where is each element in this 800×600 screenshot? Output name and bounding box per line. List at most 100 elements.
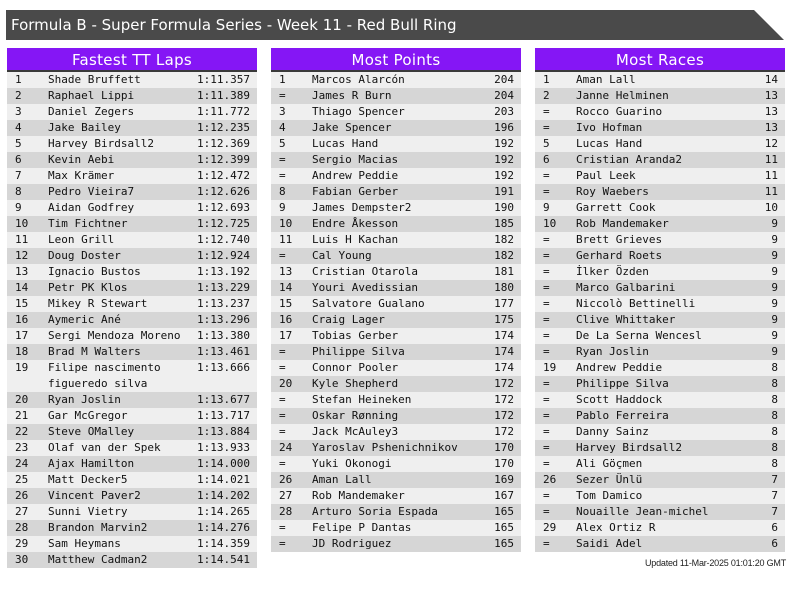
- table-row: = Brett Grieves 9: [535, 232, 785, 248]
- table-row: 1 Marcos Alarcón 204: [271, 72, 521, 88]
- table-row: = Marco Galbarini 9: [535, 280, 785, 296]
- value: 13: [764, 89, 778, 102]
- table-row: 24 Yaroslav Pshenichnikov 170: [271, 440, 521, 456]
- driver-name: Lucas Hand: [576, 137, 643, 150]
- driver-name: Niccolò Bettinelli: [576, 297, 696, 310]
- rank: =: [543, 441, 550, 454]
- rank: =: [543, 489, 550, 502]
- table-row: = Clive Whittaker 9: [535, 312, 785, 328]
- driver-name: James Dempster2: [312, 201, 412, 214]
- rank: 5: [543, 137, 550, 150]
- rank: 8: [279, 185, 286, 198]
- value: 1:12.725: [197, 217, 250, 230]
- value: 1:12.924: [197, 249, 250, 262]
- table-row: = Ali Göçmen 8: [535, 456, 785, 472]
- rank: =: [279, 89, 286, 102]
- driver-name: Lucas Hand: [312, 137, 379, 150]
- value: 165: [494, 521, 514, 534]
- table-row: 5 Lucas Hand 192: [271, 136, 521, 152]
- table-row: 24 Ajax Hamilton 1:14.000: [7, 456, 257, 472]
- driver-name: Tim Fichtner: [48, 217, 128, 230]
- driver-name: Scott Haddock: [576, 393, 663, 406]
- rank: 21: [15, 409, 29, 422]
- rank: 17: [15, 329, 29, 342]
- value: 10: [764, 201, 778, 214]
- value: 7: [771, 489, 778, 502]
- value: 192: [494, 153, 514, 166]
- rank: 4: [15, 121, 22, 134]
- table-row: 14 Youri Avedissian 180: [271, 280, 521, 296]
- rank: 11: [15, 233, 29, 246]
- table-row: 10 Endre Åkesson 185: [271, 216, 521, 232]
- most-points-table: 1 Marcos Alarcón 204 = James R Burn 204 3 Thiag…: [271, 72, 521, 552]
- rank: =: [543, 169, 550, 182]
- rank: 29: [543, 521, 557, 534]
- table-row: 6 Kevin Aebi 1:12.399: [7, 152, 257, 168]
- rank: 26: [279, 473, 293, 486]
- table-row: 22 Steve OMalley 1:13.884: [7, 424, 257, 440]
- rank: =: [543, 505, 550, 518]
- rank: 18: [15, 345, 29, 358]
- value: 196: [494, 121, 514, 134]
- driver-name: Ivo Hofman: [576, 121, 643, 134]
- driver-name: Doug Doster: [48, 249, 121, 262]
- table-row: = Philippe Silva 8: [535, 376, 785, 392]
- driver-name: James R Burn: [312, 89, 392, 102]
- panel-header: Most Races: [535, 48, 785, 72]
- value: 9: [771, 297, 778, 310]
- driver-name: Pedro Vieira7: [48, 185, 135, 198]
- driver-name: Sunni Vietry: [48, 505, 128, 518]
- driver-name: Sezer Ünlü: [576, 473, 643, 486]
- rank: 3: [279, 105, 286, 118]
- driver-name: Rob Mandemaker: [576, 217, 669, 230]
- driver-name: Rob Mandemaker: [312, 489, 405, 502]
- driver-name: Harvey Birdsall2: [48, 137, 154, 150]
- driver-name: Filipe nascimento figueredo silva: [48, 361, 168, 390]
- rank: =: [543, 281, 550, 294]
- rank: =: [279, 249, 286, 262]
- driver-name: Raphael Lippi: [48, 89, 135, 102]
- rank: 14: [279, 281, 293, 294]
- value: 204: [494, 73, 514, 86]
- driver-name: Endre Åkesson: [312, 217, 399, 230]
- rank: 8: [15, 185, 22, 198]
- value: 13: [764, 121, 778, 134]
- driver-name: Philippe Silva: [576, 377, 669, 390]
- table-row: = Sergio Macias 192: [271, 152, 521, 168]
- rank: 10: [279, 217, 293, 230]
- table-row: 10 Rob Mandemaker 9: [535, 216, 785, 232]
- table-row: = Paul Leek 11: [535, 168, 785, 184]
- driver-name: Yuki Okonogi: [312, 457, 392, 470]
- table-row: 26 Aman Lall 169: [271, 472, 521, 488]
- table-row: 27 Sunni Vietry 1:14.265: [7, 504, 257, 520]
- driver-name: Brandon Marvin2: [48, 521, 148, 534]
- rank: =: [279, 345, 286, 358]
- value: 6: [771, 521, 778, 534]
- value: 1:14.276: [197, 521, 250, 534]
- rank: 28: [15, 521, 29, 534]
- table-row: = Philippe Silva 174: [271, 344, 521, 360]
- rank: 15: [15, 297, 29, 310]
- driver-name: Gerhard Roets: [576, 249, 663, 262]
- table-row: = Gerhard Roets 9: [535, 248, 785, 264]
- rank: =: [279, 393, 286, 406]
- table-row: 29 Sam Heymans 1:14.359: [7, 536, 257, 552]
- driver-name: Ryan Joslin: [48, 393, 121, 406]
- rank: 15: [279, 297, 293, 310]
- driver-name: Brett Grieves: [576, 233, 663, 246]
- driver-name: Andrew Peddie: [312, 169, 399, 182]
- rank: 4: [279, 121, 286, 134]
- value: 1:13.666: [197, 361, 250, 374]
- table-row: = Scott Haddock 8: [535, 392, 785, 408]
- driver-name: Marcos Alarcón: [312, 73, 405, 86]
- value: 1:13.237: [197, 297, 250, 310]
- value: 9: [771, 281, 778, 294]
- table-row: 20 Ryan Joslin 1:13.677: [7, 392, 257, 408]
- driver-name: Cristian Otarola: [312, 265, 418, 278]
- table-row: = Rocco Guarino 13: [535, 104, 785, 120]
- table-row: = Danny Sainz 8: [535, 424, 785, 440]
- value: 177: [494, 297, 514, 310]
- driver-name: Jake Spencer: [312, 121, 392, 134]
- value: 7: [771, 505, 778, 518]
- driver-name: Ryan Joslin: [576, 345, 649, 358]
